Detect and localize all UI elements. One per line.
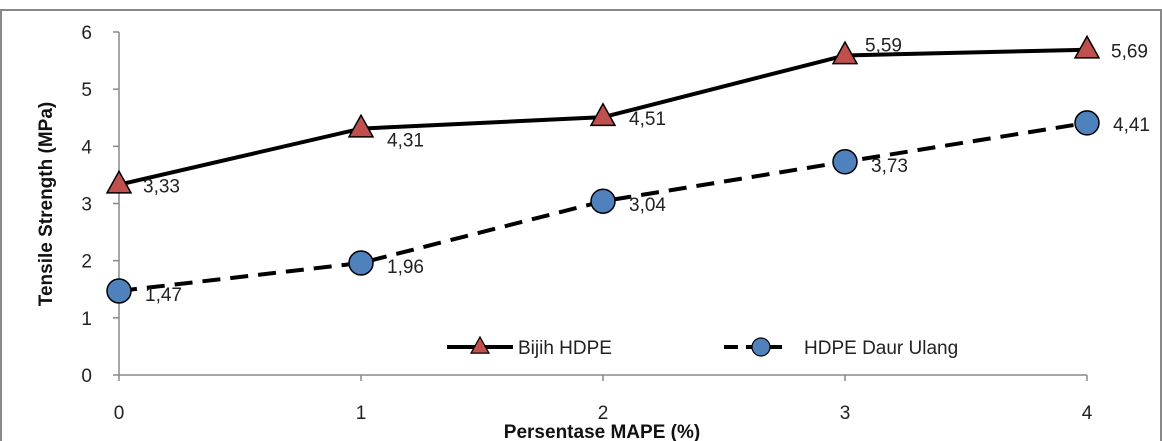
data-point-hdpe-daur-ulang	[832, 149, 858, 175]
data-label-hdpe-daur-ulang: 4,41	[1113, 115, 1150, 136]
y-tick-label: 2	[81, 252, 92, 273]
data-label-bijih-hdpe: 5,59	[865, 35, 902, 56]
data-label-hdpe-daur-ulang: 1,96	[387, 257, 424, 278]
legend-marker-hdpe-daur-ulang	[751, 337, 771, 357]
x-axis-title: Persentase MAPE (%)	[504, 422, 700, 441]
data-point-bijih-hdpe	[347, 113, 375, 138]
data-point-hdpe-daur-ulang	[590, 188, 616, 214]
y-tick-label: 3	[81, 195, 92, 216]
data-point-hdpe-daur-ulang	[348, 250, 374, 276]
legend-marker-bijih-hdpe	[469, 335, 491, 354]
x-tick-label: 2	[598, 403, 609, 424]
y-tick-label: 6	[81, 23, 92, 44]
data-point-hdpe-daur-ulang	[1074, 110, 1100, 136]
data-point-bijih-hdpe	[589, 102, 617, 127]
legend-label-hdpe-daur-ulang: HDPE Daur Ulang	[804, 338, 958, 359]
x-tick-label: 1	[356, 403, 367, 424]
data-label-bijih-hdpe: 5,69	[1111, 42, 1148, 63]
y-tick-label: 1	[81, 309, 92, 330]
data-point-bijih-hdpe	[1073, 34, 1101, 59]
x-tick-label: 3	[840, 403, 851, 424]
data-point-bijih-hdpe	[831, 40, 859, 65]
legend: Bijih HDPE HDPE Daur Ulang	[447, 335, 958, 359]
chart-border	[0, 9, 1162, 441]
legend-label-bijih-hdpe: Bijih HDPE	[518, 338, 612, 359]
y-tick-label: 5	[81, 80, 92, 101]
data-label-bijih-hdpe: 4,51	[629, 109, 666, 130]
y-tick-label: 4	[81, 137, 92, 158]
data-label-hdpe-daur-ulang: 3,04	[629, 195, 666, 216]
x-tick-label: 0	[114, 403, 125, 424]
x-tick-label: 4	[1082, 403, 1093, 424]
data-label-bijih-hdpe: 3,33	[143, 177, 180, 198]
y-tick-label: 0	[81, 366, 92, 387]
data-point-hdpe-daur-ulang	[106, 278, 132, 304]
data-label-hdpe-daur-ulang: 3,73	[871, 156, 908, 177]
data-point-bijih-hdpe	[105, 169, 133, 194]
y-axis-title: Tensile Strength (MPa)	[36, 102, 57, 306]
data-label-bijih-hdpe: 4,31	[387, 131, 424, 152]
data-label-hdpe-daur-ulang: 1,47	[145, 285, 182, 306]
